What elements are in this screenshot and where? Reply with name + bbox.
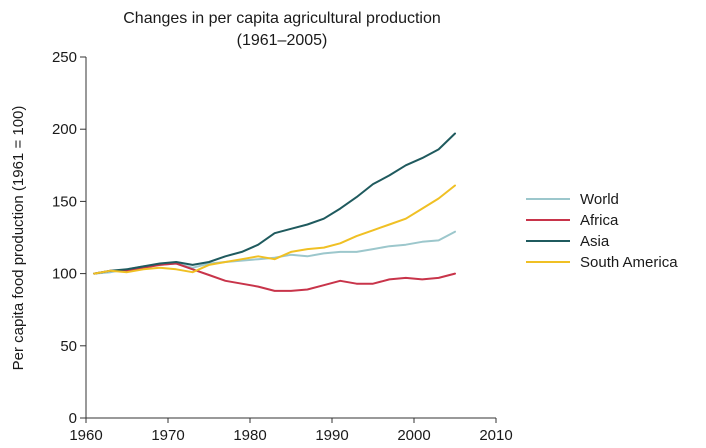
x-tick-label: 1990 [315, 427, 348, 444]
y-tick-label: 50 [60, 338, 77, 355]
series-line-asia [93, 132, 456, 275]
legend-label-south-america: South America [580, 254, 678, 271]
x-tick-label: 2010 [479, 427, 512, 444]
legend-label-africa: Africa [580, 212, 619, 229]
chart-subtitle: (1961–2005) [237, 32, 328, 49]
series-line-south-america [93, 184, 456, 275]
y-tick-label: 250 [52, 49, 77, 66]
series-group [93, 132, 456, 292]
x-tick-label: 2000 [397, 427, 430, 444]
legend-label-world: World [580, 191, 619, 208]
chart-title: Changes in per capita agricultural produ… [123, 10, 441, 27]
y-tick-label: 150 [52, 193, 77, 210]
y-tick-label: 0 [69, 410, 77, 427]
x-tick-label: 1960 [69, 427, 102, 444]
legend: World Africa Asia South America [526, 191, 678, 271]
series-line-africa [93, 262, 456, 292]
legend-label-asia: Asia [580, 233, 610, 250]
x-tick-label: 1970 [151, 427, 184, 444]
y-tick-label: 100 [52, 266, 77, 283]
y-tick-label: 200 [52, 121, 77, 138]
x-tick-label: 1980 [233, 427, 266, 444]
axes: 0 50 100 150 200 250 1960 1970 1980 1990 2000 2010 [52, 49, 513, 444]
y-axis-label: Per capita food production (1961 = 100) [10, 106, 27, 371]
